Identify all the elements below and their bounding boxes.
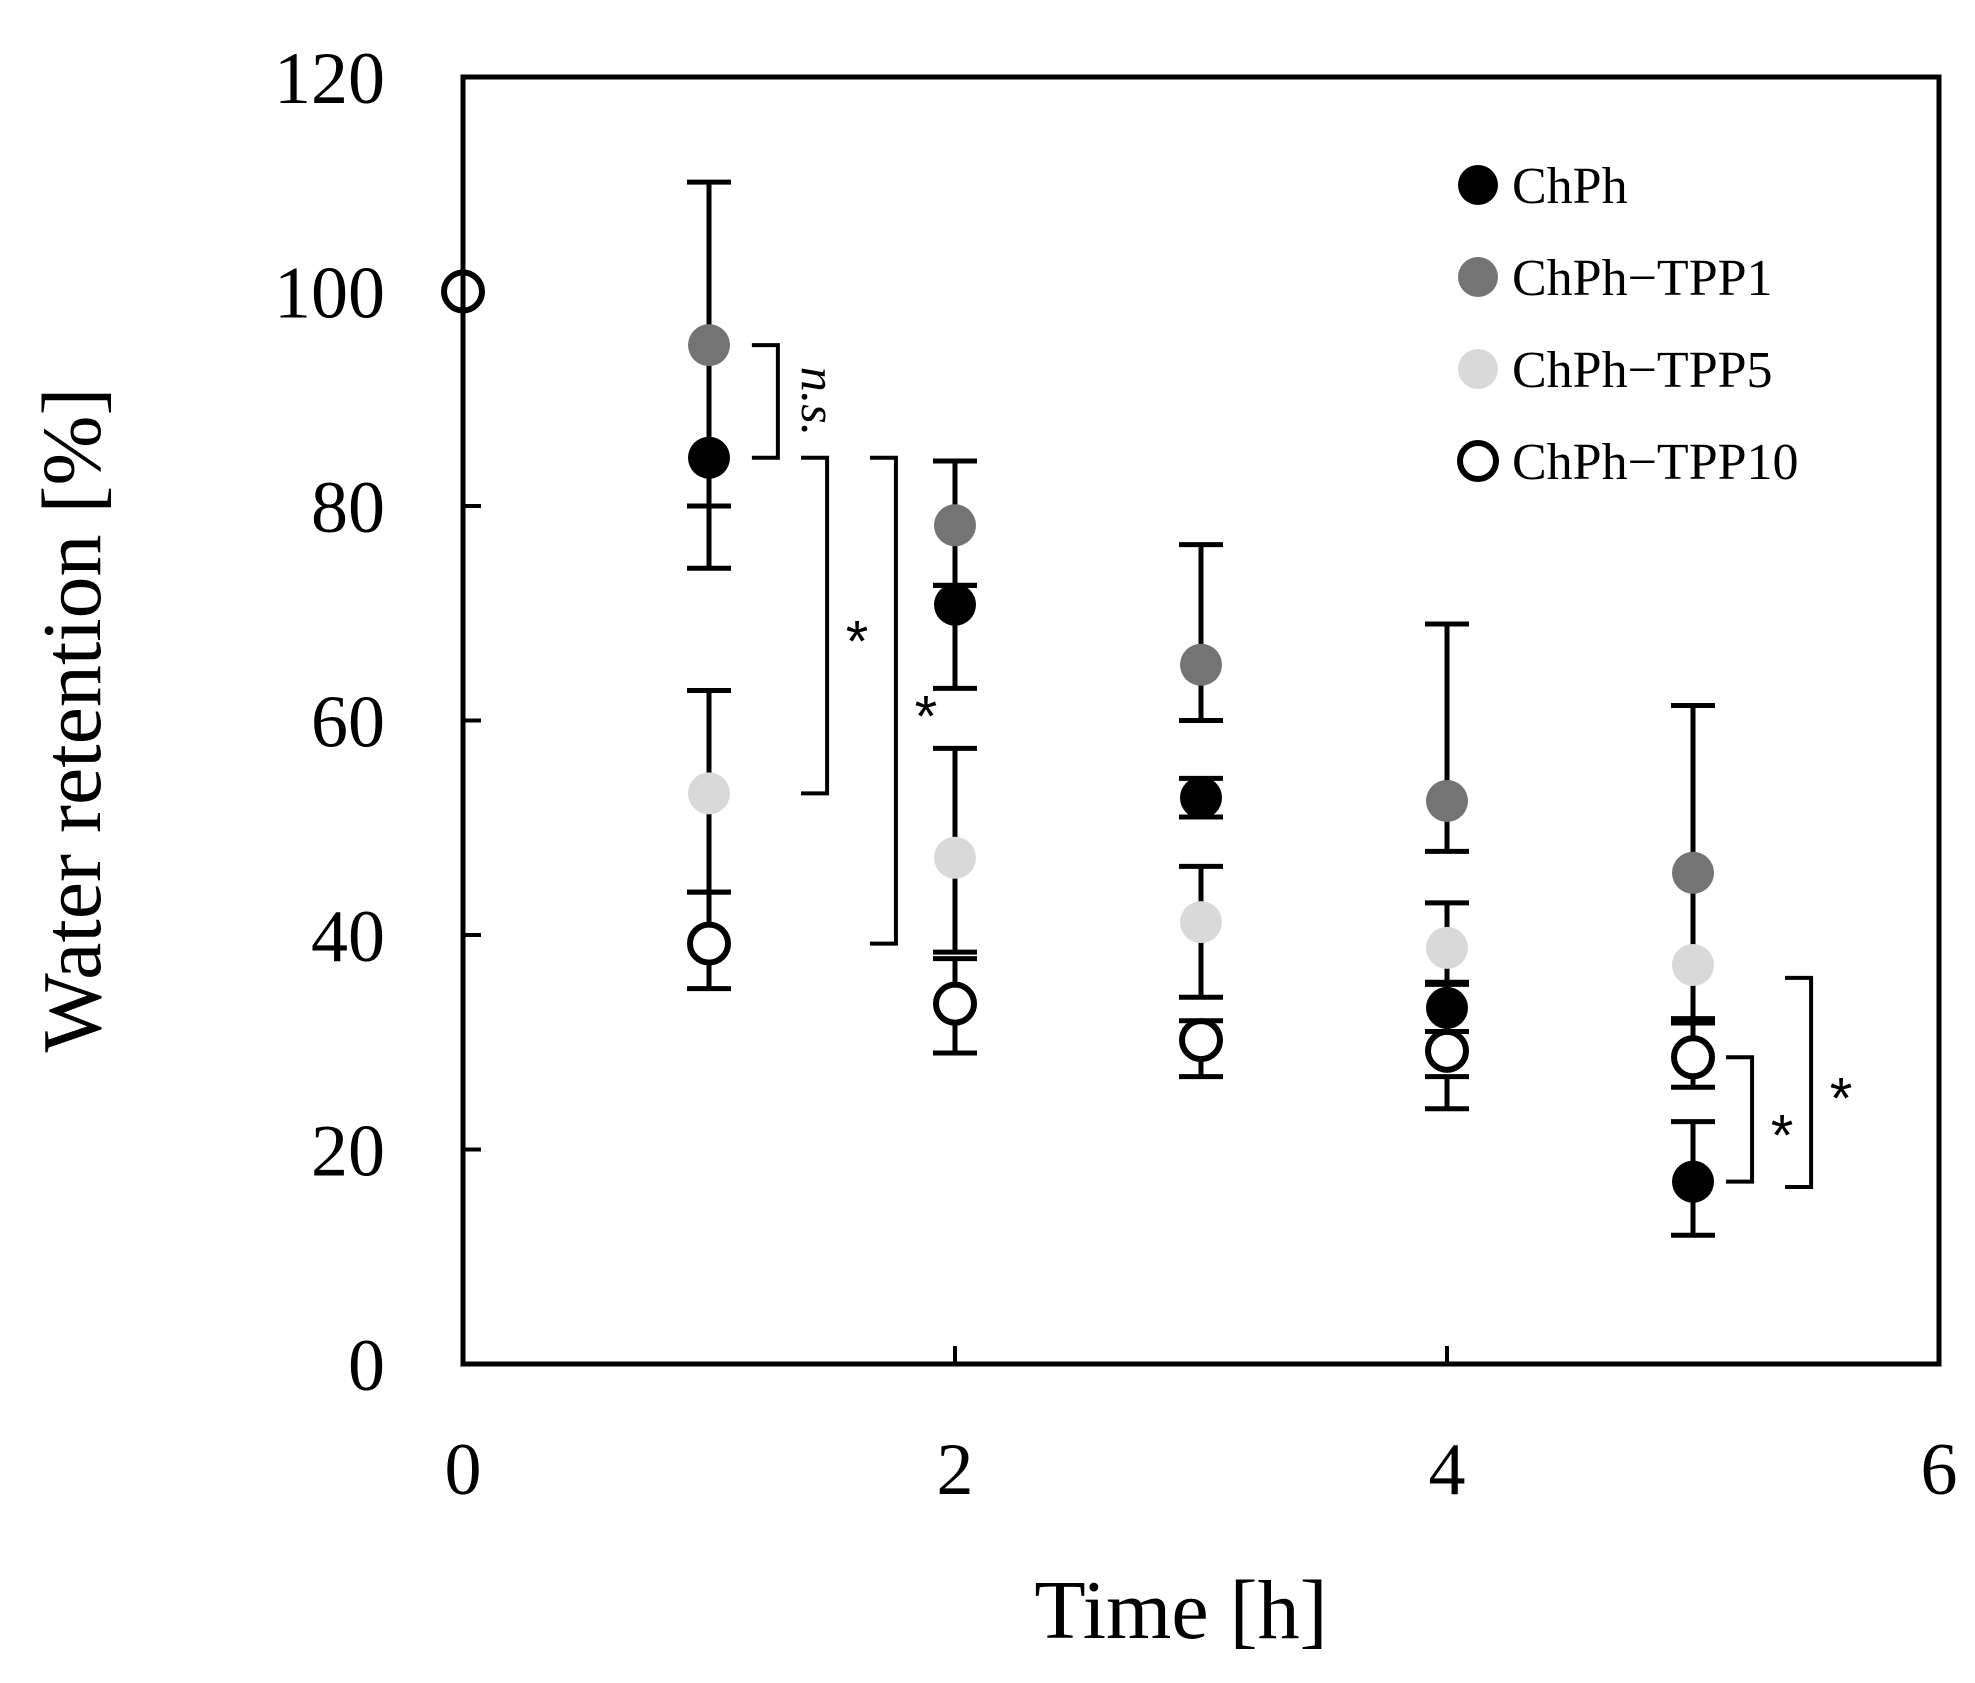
significance-label: * <box>846 610 869 675</box>
y-tick-label: 100 <box>274 253 385 335</box>
data-point <box>688 324 730 367</box>
data-point <box>1180 901 1222 944</box>
data-point <box>1672 1160 1714 1203</box>
significance-label: * <box>915 685 938 750</box>
legend-marker <box>1458 165 1498 205</box>
y-tick-label: 60 <box>311 682 385 764</box>
data-point <box>1671 1035 1715 1080</box>
data-points <box>441 269 1715 1203</box>
data-point <box>1180 776 1222 819</box>
significance-bracket <box>801 455 830 796</box>
data-point <box>687 921 731 966</box>
y-axis-ticks: 0 20 40 60 80 100 120 <box>274 38 481 1407</box>
significance-label: * <box>1771 1103 1794 1168</box>
x-tick-label: 0 <box>445 1429 482 1511</box>
x-tick-label: 4 <box>1429 1429 1466 1511</box>
data-point <box>1425 1028 1469 1073</box>
y-tick-label: 0 <box>348 1325 385 1407</box>
y-tick-label: 40 <box>311 896 385 978</box>
legend-label: ChPh−TPP10 <box>1512 434 1799 491</box>
legend-marker <box>1458 349 1498 389</box>
data-point <box>934 583 976 626</box>
x-axis-label: Time [h] <box>1034 1564 1327 1657</box>
y-axis-label: Water retention [%] <box>26 388 119 1053</box>
significance-annotations: n.s. * * * * <box>751 343 1853 1190</box>
y-tick-label: 20 <box>311 1111 385 1193</box>
data-point <box>1426 986 1468 1029</box>
significance-bracket <box>869 455 898 946</box>
data-point <box>934 836 976 879</box>
data-point <box>688 772 730 815</box>
plot-area-frame <box>460 74 1942 1367</box>
significance-bracket <box>1785 975 1814 1190</box>
significance-label: * <box>1830 1066 1853 1131</box>
significance-label: n.s. <box>791 367 847 436</box>
data-point <box>1426 926 1468 969</box>
data-point <box>1179 1018 1223 1063</box>
legend-label: ChPh−TPP1 <box>1512 250 1773 307</box>
data-point <box>934 504 976 547</box>
data-point <box>1180 643 1222 686</box>
data-point <box>933 981 977 1026</box>
error-bars <box>687 179 1715 1238</box>
x-axis-ticks: 0 2 4 6 <box>445 1346 1958 1511</box>
legend-label: ChPh <box>1512 158 1628 215</box>
legend-marker <box>1457 440 1499 482</box>
data-point <box>1426 779 1468 822</box>
legend: ChPh ChPh−TPP1 ChPh−TPP5 ChPh−TPP10 <box>1457 158 1799 491</box>
legend-label: ChPh−TPP5 <box>1512 342 1773 399</box>
x-tick-label: 6 <box>1921 1429 1958 1511</box>
legend-marker <box>1458 257 1498 297</box>
y-tick-label: 120 <box>274 38 385 120</box>
data-point <box>688 436 730 479</box>
significance-bracket <box>1726 1055 1755 1184</box>
significance-bracket <box>751 343 780 460</box>
data-point <box>1672 944 1714 987</box>
x-tick-label: 2 <box>937 1429 974 1511</box>
y-tick-label: 80 <box>311 467 385 549</box>
data-point <box>1672 851 1714 894</box>
